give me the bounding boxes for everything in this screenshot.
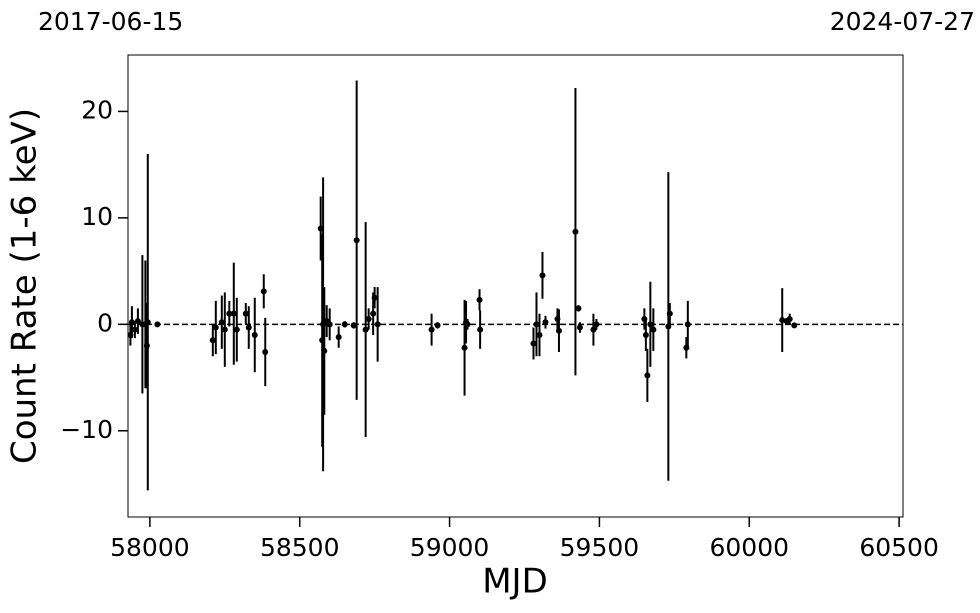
data-point [665,323,672,330]
data-point [434,322,441,329]
data-point [644,372,651,379]
data-point [251,331,258,338]
data-point [555,327,562,334]
x-tick-label: 60500 [859,533,939,562]
data-point [154,321,161,328]
data-point [477,326,484,333]
data-point [260,288,267,295]
x-tick-label: 59000 [410,533,490,562]
data-point [233,326,240,333]
data-point [374,321,381,328]
x-tick-label: 59500 [560,533,640,562]
x-axis-label: MJD [482,562,548,602]
data-point [221,326,228,333]
data-point [650,326,657,333]
data-point [242,310,249,317]
data-point [362,326,369,333]
x-tick-label: 58000 [110,533,190,562]
y-axis-label: Count Rate (1-6 keV) [5,108,45,464]
data-point [572,228,579,235]
data-point [428,326,435,333]
data-point [335,334,342,341]
y-tick-label: −10 [60,415,113,444]
data-point [476,296,483,303]
data-point [350,322,357,329]
data-point [128,319,135,326]
data-point [370,310,377,317]
data-point [212,324,219,331]
data-point [593,321,600,328]
x-tick-label: 60000 [709,533,789,562]
data-point [371,294,378,301]
data-point [779,317,786,324]
data-point [539,272,546,279]
data-point [461,344,468,351]
top-left-date: 2017-06-15 [38,7,183,36]
x-tick-label: 58500 [260,533,340,562]
data-point [134,318,141,325]
data-point [786,316,793,322]
data-point [542,319,549,326]
data-point [230,310,237,317]
data-point [590,326,597,333]
data-point [218,319,225,326]
data-point [245,324,252,331]
top-right-date: 2024-07-27 [830,7,975,36]
data-point [642,331,649,338]
data-point [341,321,348,328]
data-point [321,347,328,354]
data-point [226,310,233,317]
data-point [353,237,360,244]
data-point [575,305,582,312]
data-point [533,321,540,328]
y-tick-label: 10 [81,202,113,231]
data-point [576,324,583,331]
y-tick-label: 20 [81,95,113,124]
data-point [530,340,537,347]
data-point [326,321,333,328]
data-point [647,321,654,328]
data-point [365,316,372,322]
plot-frame [127,54,904,518]
data-point [209,337,216,344]
data-point [666,310,673,317]
data-point [131,326,138,333]
y-tick-label: 0 [97,308,113,337]
data-point [791,322,798,329]
data-point [536,331,543,338]
data-point [144,319,151,326]
data-point [262,349,269,355]
data-point [684,321,691,328]
data-point [464,321,471,328]
